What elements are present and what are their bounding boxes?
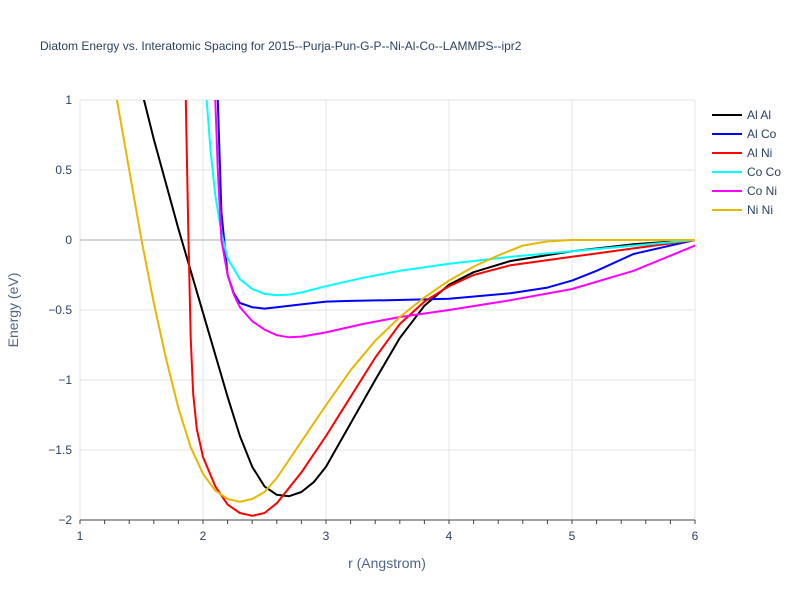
y-tick-label: 0 bbox=[65, 233, 72, 247]
series-line-co-ni bbox=[214, 100, 695, 339]
x-tick-label: 3 bbox=[323, 529, 330, 543]
x-tick-label: 6 bbox=[692, 529, 699, 543]
series-line-al-ni bbox=[184, 100, 695, 517]
legend-item[interactable]: Al Co bbox=[712, 127, 777, 141]
x-tick-label: 2 bbox=[200, 529, 207, 543]
x-tick-label: 5 bbox=[569, 529, 576, 543]
legend-label: Co Ni bbox=[747, 184, 777, 198]
y-tick-label: −2 bbox=[58, 513, 72, 527]
grid-layer bbox=[79, 99, 696, 521]
legend-item[interactable]: Co Co bbox=[712, 165, 781, 179]
legend-item[interactable]: Ni Ni bbox=[712, 203, 773, 217]
series-line-co-co bbox=[205, 100, 695, 297]
legend-item[interactable]: Co Ni bbox=[712, 184, 777, 198]
y-axis-title: Energy (eV) bbox=[5, 273, 21, 348]
legend-item[interactable]: Al Ni bbox=[712, 146, 772, 160]
y-tick-label: 1 bbox=[65, 93, 72, 107]
x-tick-label: 4 bbox=[446, 529, 453, 543]
legend-label: Al Al bbox=[747, 108, 771, 122]
legend-label: Al Co bbox=[747, 127, 777, 141]
chart-title: Diatom Energy vs. Interatomic Spacing fo… bbox=[40, 39, 522, 53]
y-tick-label: −1.5 bbox=[48, 443, 72, 457]
x-axis-title: r (Angstrom) bbox=[348, 555, 426, 571]
legend-item[interactable]: Al Al bbox=[712, 108, 771, 122]
axis-layer: 1 2 3 4 5 6 −2 −1.5 −1 −0.5 0 0.5 1 bbox=[48, 93, 698, 543]
y-tick-label: −1 bbox=[58, 373, 72, 387]
series-layer bbox=[115, 100, 695, 517]
y-tick-label: 0.5 bbox=[55, 163, 72, 177]
series-line-ni-ni bbox=[115, 100, 695, 503]
legend[interactable]: Al Al Al Co Al Ni Co Co Co Ni Ni Ni bbox=[712, 108, 781, 217]
legend-label: Co Co bbox=[747, 165, 781, 179]
legend-label: Ni Ni bbox=[747, 203, 773, 217]
legend-label: Al Ni bbox=[747, 146, 772, 160]
series-line-al-al bbox=[143, 100, 695, 498]
y-tick-label: −0.5 bbox=[48, 303, 72, 317]
x-tick-label: 1 bbox=[77, 529, 84, 543]
